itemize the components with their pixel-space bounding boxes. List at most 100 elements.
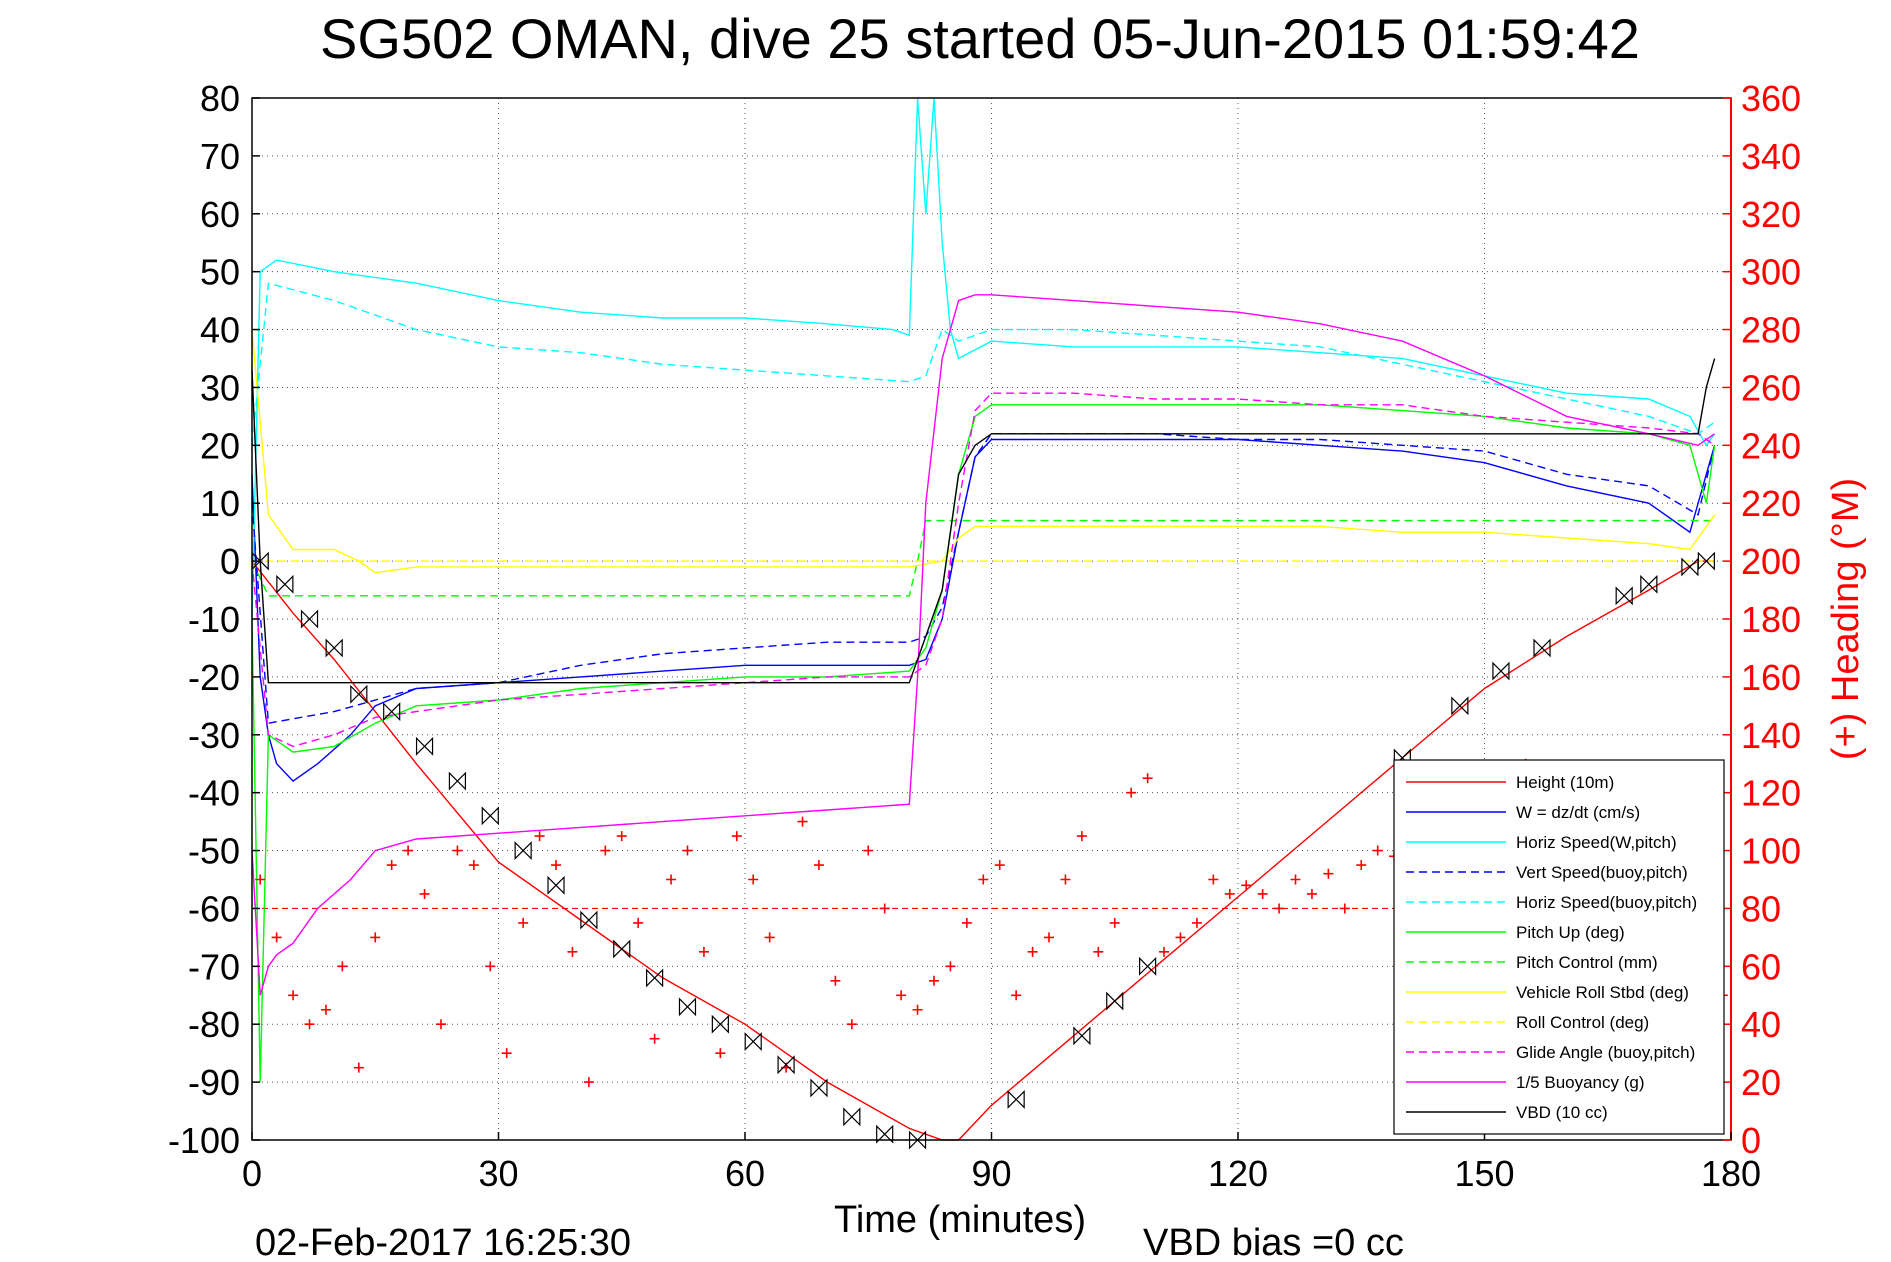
heading-point [1044, 932, 1055, 943]
y-tick-label-left: -30 [188, 715, 240, 756]
series-line-11 [251, 358, 1716, 684]
y-tick-label-left: -90 [188, 1062, 240, 1103]
legend-label: Vert Speed(buoy,pitch) [1516, 863, 1688, 882]
height-marker [514, 841, 532, 861]
heading-point [1372, 845, 1383, 856]
height-marker [350, 684, 368, 704]
heading-point [1356, 860, 1367, 871]
grid [252, 98, 1731, 1140]
legend-label: 1/5 Buoyancy (g) [1516, 1073, 1645, 1092]
height-marker [810, 1078, 828, 1098]
height-marker [481, 806, 499, 826]
heading-point [583, 1077, 594, 1088]
heading-point [978, 874, 989, 885]
y-tick-label-left: 20 [200, 425, 240, 466]
legend-label: W = dz/dt (cm/s) [1516, 803, 1640, 822]
y-tick-label-right: 120 [1741, 773, 1801, 814]
height-marker [300, 609, 319, 629]
heading-point [353, 1062, 364, 1073]
height-marker [876, 1124, 894, 1144]
y-tick-label-right: 240 [1741, 425, 1801, 466]
legend-label: Horiz Speed(W,pitch) [1516, 833, 1677, 852]
y-tick-label-left: 10 [200, 483, 240, 524]
y-tick-label-left: -80 [188, 1004, 240, 1045]
height-marker [843, 1107, 861, 1127]
heading-point [1011, 990, 1022, 1001]
y-tick-label-left: -100 [168, 1120, 240, 1161]
height-marker [711, 1014, 729, 1034]
height-marker [1451, 696, 1469, 716]
series-line-4 [251, 282, 1716, 446]
heading-point [320, 1004, 331, 1015]
right-axis-label: (+) Heading (°M) [1825, 478, 1867, 760]
height-marker [1697, 551, 1715, 571]
y-tick-label-right: 280 [1741, 310, 1801, 351]
heading-point [518, 917, 529, 928]
y-tick-label-left: -20 [188, 657, 240, 698]
heading-point [1208, 874, 1219, 885]
legend-label: Vehicle Roll Stbd (deg) [1516, 983, 1689, 1002]
y-tick-label-right: 220 [1741, 483, 1801, 524]
height-marker [1492, 661, 1510, 681]
heading-point [1306, 888, 1317, 899]
y-tick-label-right: 0 [1741, 1120, 1761, 1161]
y-tick-label-right: 160 [1741, 657, 1801, 698]
heading-point [715, 1048, 726, 1059]
x-axis-label: Time (minutes) [834, 1199, 1086, 1241]
tick-labels: 0 30 60 90 120 150 18080706050403020100-10-20-… [168, 78, 1801, 1194]
heading-point [452, 845, 463, 856]
x-tick-label: 30 [478, 1153, 518, 1194]
legend-label: VBD (10 cc) [1516, 1103, 1608, 1122]
x-tick-label: 150 [1454, 1153, 1514, 1194]
heading-point [386, 860, 397, 871]
series-lines [251, 97, 1731, 1141]
heading-point [1224, 888, 1235, 899]
y-tick-label-left: 80 [200, 78, 240, 119]
x-tick-label: 120 [1208, 1153, 1268, 1194]
heading-point [879, 903, 890, 914]
y-tick-label-left: 30 [200, 367, 240, 408]
height-marker [1640, 574, 1658, 594]
heading-point [1274, 903, 1285, 914]
heading-point [534, 831, 545, 842]
heading-point [1060, 874, 1071, 885]
chart-title: SG502 OMAN, dive 25 started 05-Jun-2015 … [320, 7, 1640, 70]
heading-point [468, 860, 479, 871]
y-tick-label-left: -50 [188, 831, 240, 872]
heading-point [567, 946, 578, 957]
heading-point [304, 1019, 315, 1030]
series-line-10 [251, 294, 1716, 996]
heading-point [846, 1019, 857, 1030]
heading-point [419, 888, 430, 899]
heading-point [1159, 946, 1170, 957]
heading-point [896, 990, 907, 1001]
heading-point [945, 961, 956, 972]
y-tick-label-right: 320 [1741, 194, 1801, 235]
footer-vbd-bias: VBD bias =0 cc [1143, 1222, 1404, 1262]
heading-point [994, 860, 1005, 871]
y-tick-label-right: 260 [1741, 367, 1801, 408]
heading-point [912, 1004, 923, 1015]
heading-point [764, 932, 775, 943]
heading-point [633, 917, 644, 928]
height-marker [325, 638, 343, 658]
height-marker [383, 702, 401, 722]
height-marker [1533, 638, 1551, 658]
heading-point [928, 975, 939, 986]
heading-point [616, 831, 627, 842]
height-marker [1615, 586, 1633, 606]
heading-point [731, 831, 742, 842]
heading-point [271, 932, 282, 943]
y-tick-label-right: 60 [1741, 946, 1781, 987]
y-tick-label-left: -60 [188, 888, 240, 929]
heading-point [1109, 917, 1120, 928]
y-tick-label-right: 200 [1741, 541, 1801, 582]
heading-point [501, 1048, 512, 1059]
heading-point [748, 874, 759, 885]
heading-point [337, 961, 348, 972]
heading-point [863, 845, 874, 856]
y-tick-label-left: 0 [220, 541, 240, 582]
legend: Height (10m) W = dz/dt (cm/s) Horiz Speed(… [1393, 759, 1725, 1135]
heading-point [1175, 932, 1186, 943]
